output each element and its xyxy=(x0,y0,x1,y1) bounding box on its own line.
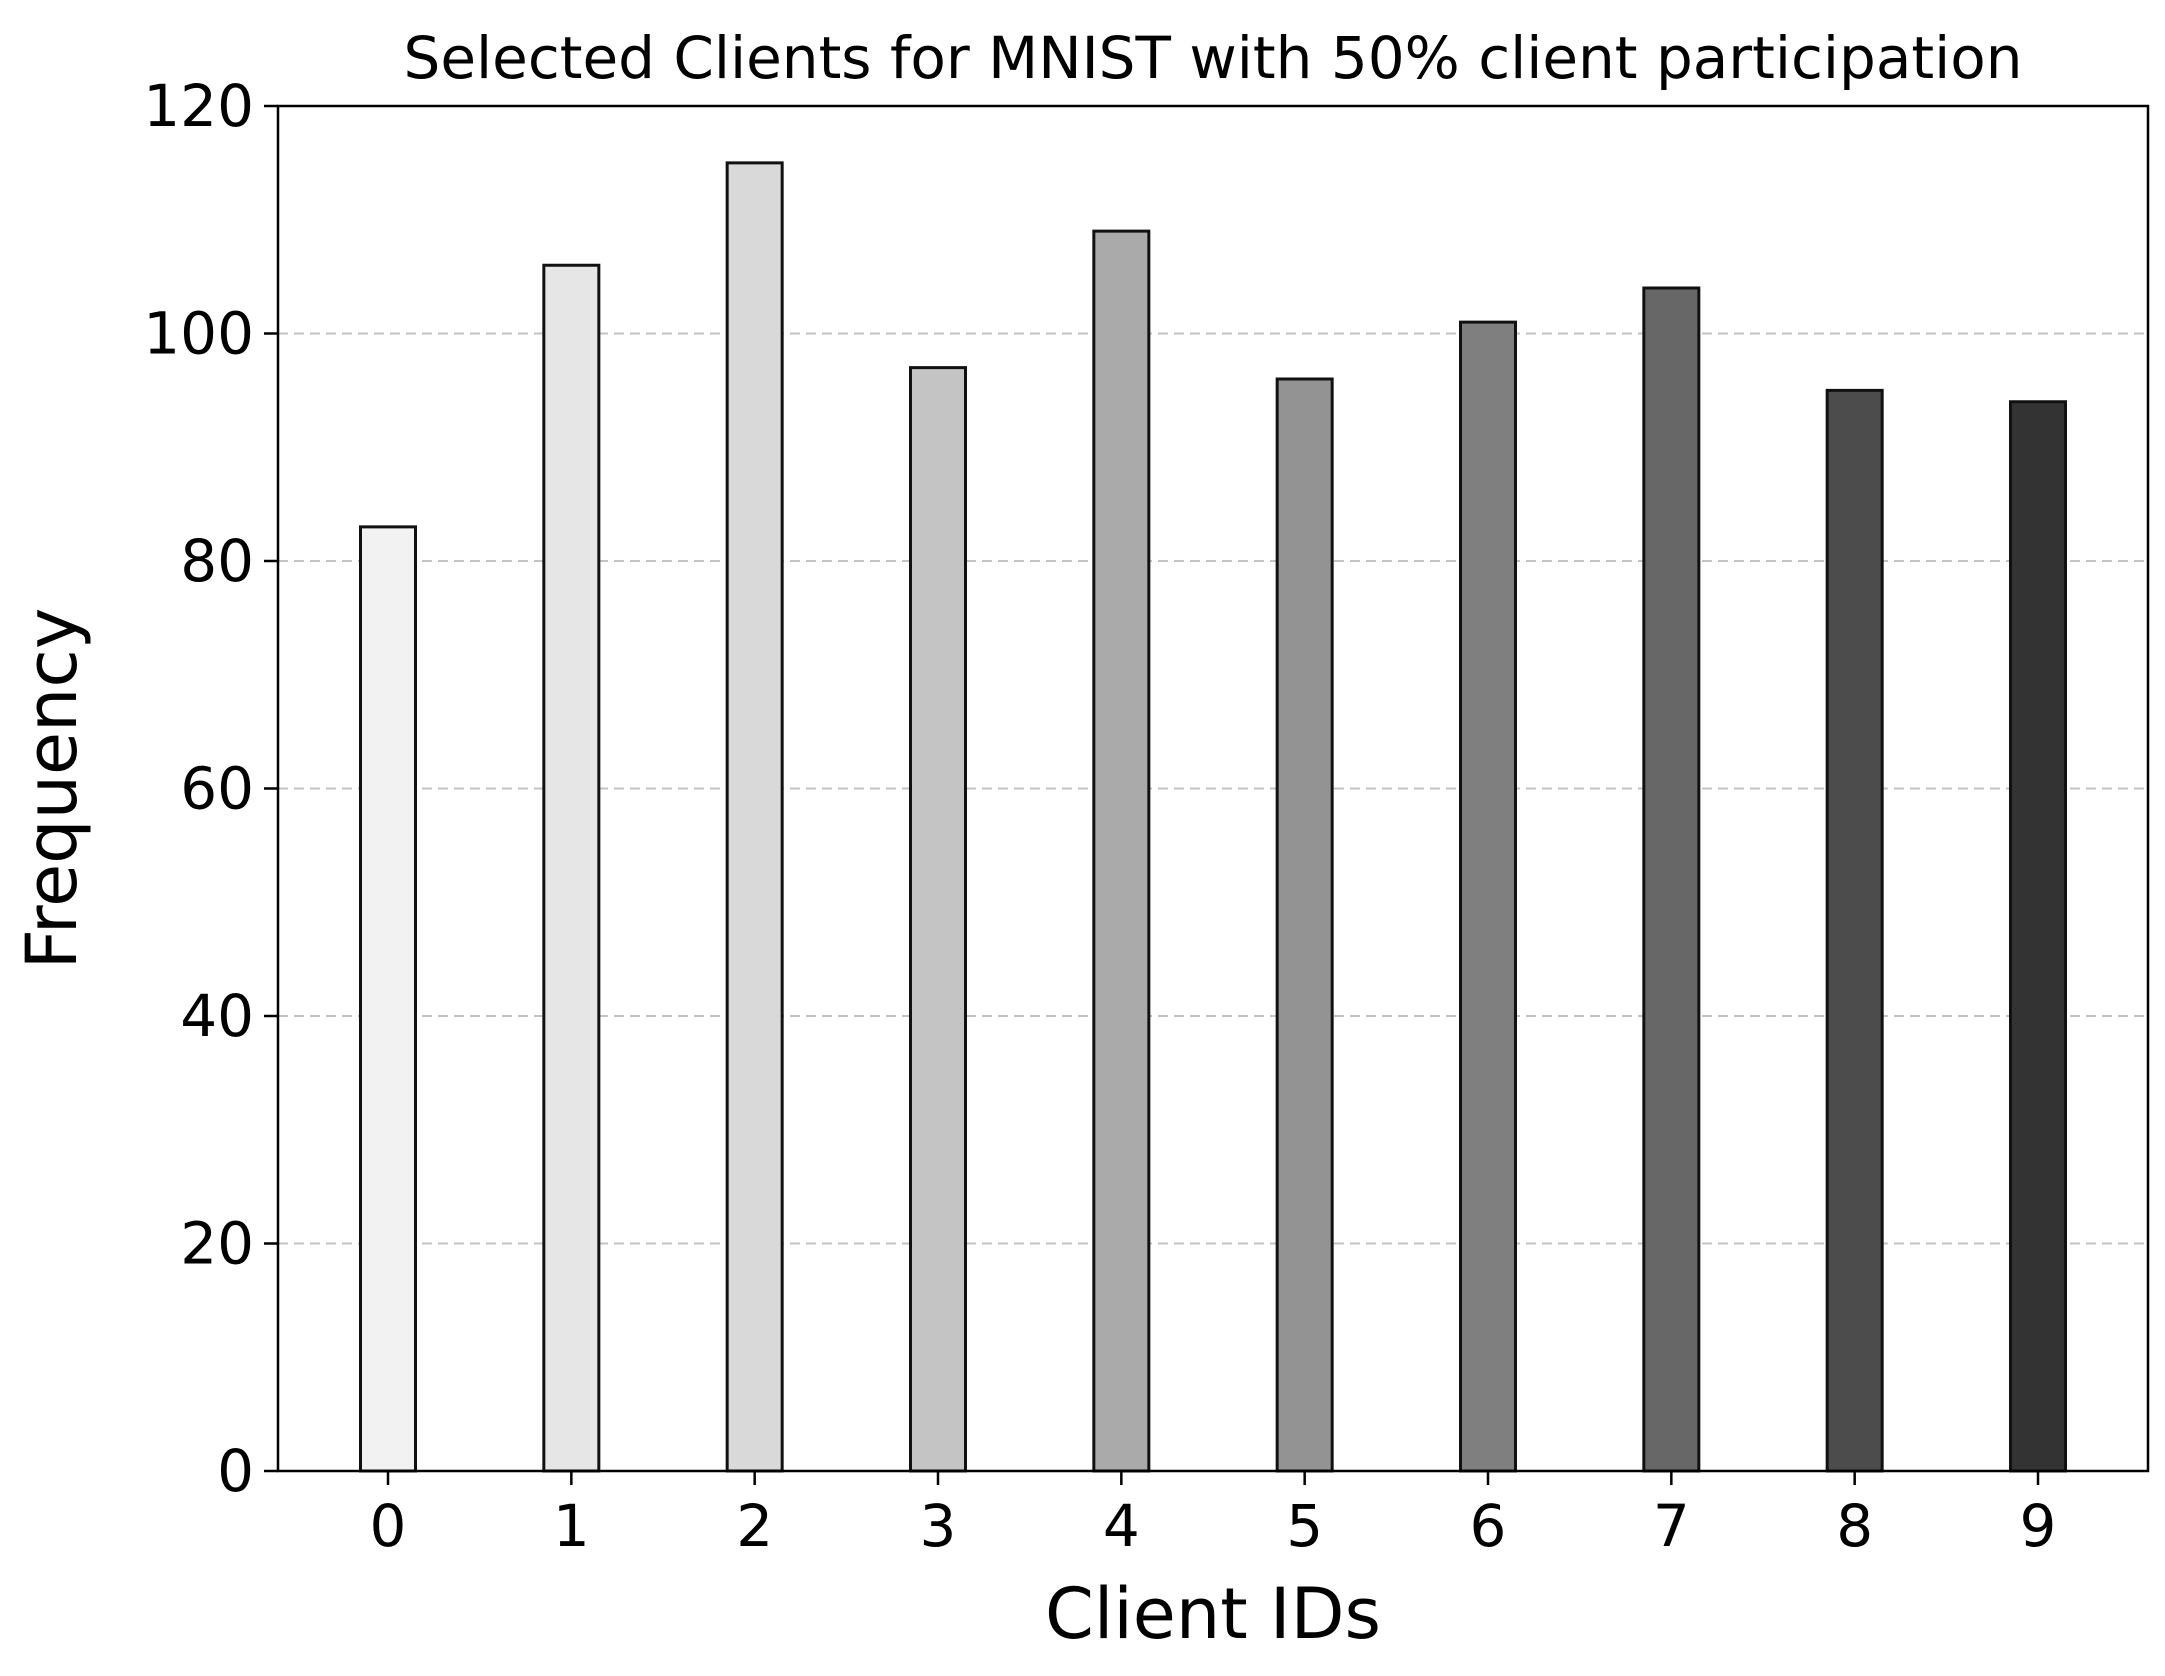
bar-client-1 xyxy=(542,263,601,1473)
x-tick-label-1: 1 xyxy=(553,1492,590,1560)
x-tick-label-8: 8 xyxy=(1836,1492,1873,1560)
bars xyxy=(359,161,2067,1473)
bar-client-0 xyxy=(359,525,417,1473)
bar-client-9 xyxy=(2009,400,2067,1473)
x-axis-label: Client IDs xyxy=(1045,1573,1381,1655)
y-tick-label-40: 40 xyxy=(180,982,254,1050)
y-tick-label-100: 100 xyxy=(143,300,254,368)
x-axis-ticks: 0 1 2 3 4 5 6 7 8 9 xyxy=(370,1471,2057,1560)
y-tick-label-0: 0 xyxy=(217,1437,254,1505)
chart-title: Selected Clients for MNIST with 50% clie… xyxy=(404,24,2023,92)
y-tick-label-60: 60 xyxy=(180,755,254,823)
y-axis-label: Frequency xyxy=(11,608,93,970)
bar-client-6 xyxy=(1459,320,1517,1473)
bar-client-3 xyxy=(909,366,967,1473)
bar-client-4 xyxy=(1092,229,1151,1473)
x-tick-label-5: 5 xyxy=(1286,1492,1323,1560)
x-tick-label-4: 4 xyxy=(1103,1492,1140,1560)
x-tick-label-9: 9 xyxy=(2020,1492,2057,1560)
y-axis-ticks: 0 20 40 60 80 100 120 xyxy=(143,72,278,1505)
x-tick-label-3: 3 xyxy=(920,1492,957,1560)
bar-client-5 xyxy=(1275,377,1334,1473)
x-tick-label-0: 0 xyxy=(370,1492,407,1560)
bar-client-7 xyxy=(1642,286,1701,1473)
bar-client-2 xyxy=(725,161,784,1473)
bar-client-8 xyxy=(1825,388,1884,1473)
x-tick-label-6: 6 xyxy=(1470,1492,1507,1560)
x-tick-label-7: 7 xyxy=(1653,1492,1690,1560)
y-tick-label-120: 120 xyxy=(143,72,254,140)
y-tick-label-20: 20 xyxy=(180,1210,254,1278)
y-tick-label-80: 80 xyxy=(180,527,254,595)
x-tick-label-2: 2 xyxy=(736,1492,773,1560)
